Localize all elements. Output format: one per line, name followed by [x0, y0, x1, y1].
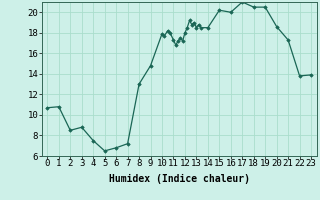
X-axis label: Humidex (Indice chaleur): Humidex (Indice chaleur): [109, 174, 250, 184]
